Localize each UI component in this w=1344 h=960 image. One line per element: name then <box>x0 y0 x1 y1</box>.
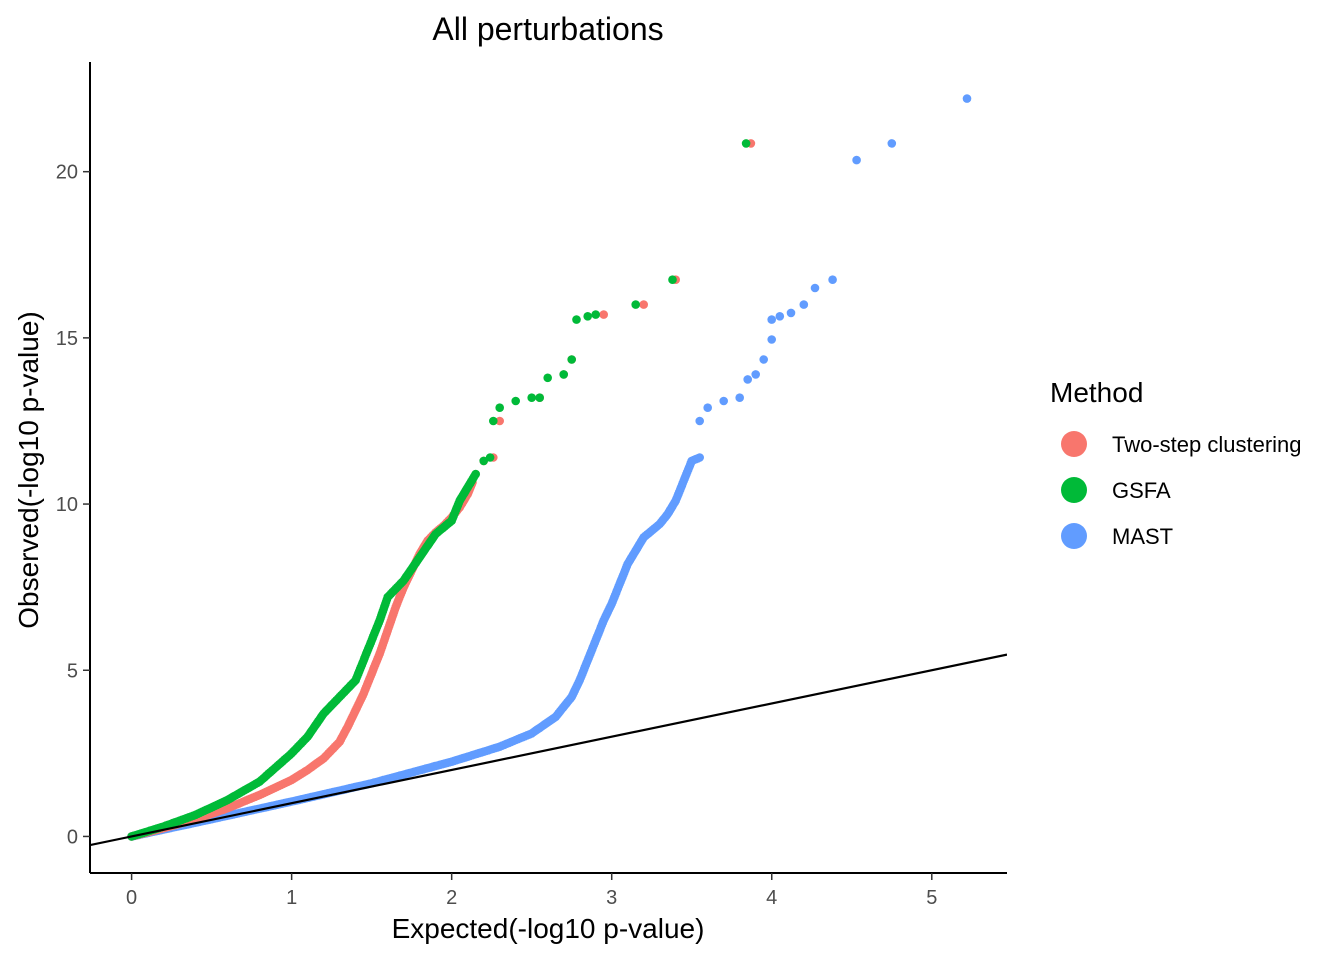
mast-outlier-point <box>775 312 785 321</box>
two-step-clustering-outlier-point <box>599 310 608 319</box>
gsfa-outlier-point <box>489 416 498 426</box>
gsfa-outlier-point <box>741 139 751 148</box>
mast-outlier-point <box>719 396 728 406</box>
y-tick-label: 5 <box>67 660 78 682</box>
gsfa-outlier-point <box>583 312 592 321</box>
x-tick-label: 4 <box>766 887 777 909</box>
legend-key-mast <box>1061 523 1087 549</box>
gsfa-point <box>471 469 481 479</box>
mast-outlier-point <box>828 275 837 285</box>
chart-title: All perturbations <box>432 11 663 47</box>
mast-outlier-point <box>751 370 760 379</box>
two-step-clustering-outlier-point <box>495 416 505 426</box>
mast-point <box>695 453 704 462</box>
mast-outlier-point <box>852 155 861 165</box>
legend-key-two-step-clustering <box>1061 431 1087 457</box>
gsfa-outlier-point <box>572 315 581 324</box>
legend-key-gsfa <box>1061 477 1087 503</box>
y-tick-label: 20 <box>56 162 78 184</box>
gsfa-outlier-point <box>479 456 489 466</box>
mast-outlier-point <box>759 355 768 364</box>
legend-label-mast: MAST <box>1112 524 1173 549</box>
legend-title: Method <box>1050 377 1143 408</box>
gsfa-outlier-point <box>485 453 495 462</box>
y-axis-ticks: 0 5 10 15 20 <box>56 162 90 848</box>
gsfa-outlier-point <box>567 355 576 364</box>
mast-outlier-point <box>962 94 972 103</box>
mast-outlier-point <box>810 283 820 293</box>
gsfa-outlier-point <box>559 370 568 379</box>
mast-outlier-point <box>735 393 744 403</box>
x-tick-label: 0 <box>126 887 137 909</box>
gsfa-outlier-point <box>527 393 536 403</box>
mast-outlier-point <box>767 315 776 324</box>
mast-outlier-point <box>743 375 752 384</box>
gsfa-outlier-point <box>591 310 600 319</box>
x-tick-label: 2 <box>446 887 457 909</box>
legend-label-gsfa: GSFA <box>1112 478 1171 503</box>
mast-outlier-point <box>767 335 776 344</box>
reference-line <box>90 653 1007 847</box>
mast-outlier-point <box>703 403 712 413</box>
x-tick-label: 3 <box>606 887 617 909</box>
gsfa-outlier-point <box>495 403 505 413</box>
mast-outlier-point <box>887 139 897 148</box>
gsfa-outlier-point <box>668 275 677 285</box>
points-layer <box>127 94 972 841</box>
x-tick-label: 1 <box>286 887 297 909</box>
y-axis-title: Observed(-log10 p-value) <box>13 311 44 629</box>
y-tick-label: 15 <box>56 328 78 350</box>
gsfa-outlier-point <box>511 396 520 406</box>
mast-outlier-point <box>799 300 809 309</box>
x-axis-ticks: 0 1 2 3 4 5 <box>126 873 937 909</box>
y-tick-label: 0 <box>67 826 78 848</box>
legend: Method Two-step clustering GSFA MAST <box>1050 377 1302 549</box>
x-tick-label: 5 <box>926 887 937 909</box>
reference-line-layer <box>90 653 1007 847</box>
gsfa-outlier-point <box>631 300 640 309</box>
gsfa-outlier-point <box>543 373 552 383</box>
mast-outlier-point <box>695 416 704 426</box>
mast-outlier-point <box>786 308 796 318</box>
x-axis-title: Expected(-log10 p-value) <box>392 913 705 944</box>
y-tick-label: 10 <box>56 494 78 516</box>
legend-label-two-step-clustering: Two-step clustering <box>1112 432 1302 457</box>
gsfa-outlier-point <box>535 393 544 403</box>
two-step-clustering-outlier-point <box>639 300 648 309</box>
